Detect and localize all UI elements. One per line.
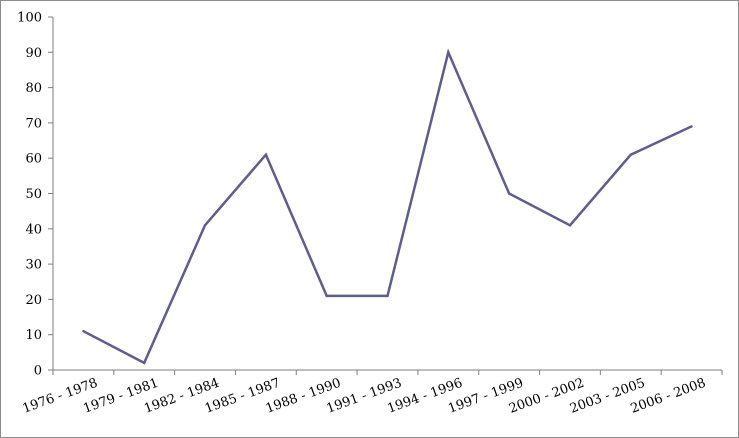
data-point — [386, 294, 389, 298]
y-axis: 0 10 20 30 40 50 60 70 80 90 100 — [17, 11, 54, 379]
y-tick-label: 100 — [17, 11, 42, 26]
data-point — [82, 329, 85, 333]
y-tick-label: 40 — [25, 222, 42, 237]
y-tick-label: 70 — [25, 116, 42, 131]
data-point — [203, 224, 207, 227]
series-layer — [82, 48, 693, 365]
y-tick-label: 30 — [25, 258, 42, 273]
y-tick-label: 10 — [25, 328, 42, 343]
y-tick-label: 90 — [25, 46, 42, 61]
y-tick-label: 80 — [25, 81, 42, 96]
y-tick-label: 20 — [25, 293, 42, 308]
data-point — [447, 51, 450, 54]
data-point — [325, 294, 328, 298]
y-tick-label: 60 — [25, 152, 42, 167]
data-point — [568, 224, 572, 227]
data-point — [264, 153, 268, 156]
data-point — [507, 192, 511, 195]
data-point — [143, 361, 146, 365]
data-point — [629, 153, 632, 156]
y-tick-label: 50 — [25, 187, 42, 202]
data-point — [690, 125, 693, 128]
series-line — [82, 48, 693, 365]
y-tick-label: 0 — [34, 364, 42, 379]
